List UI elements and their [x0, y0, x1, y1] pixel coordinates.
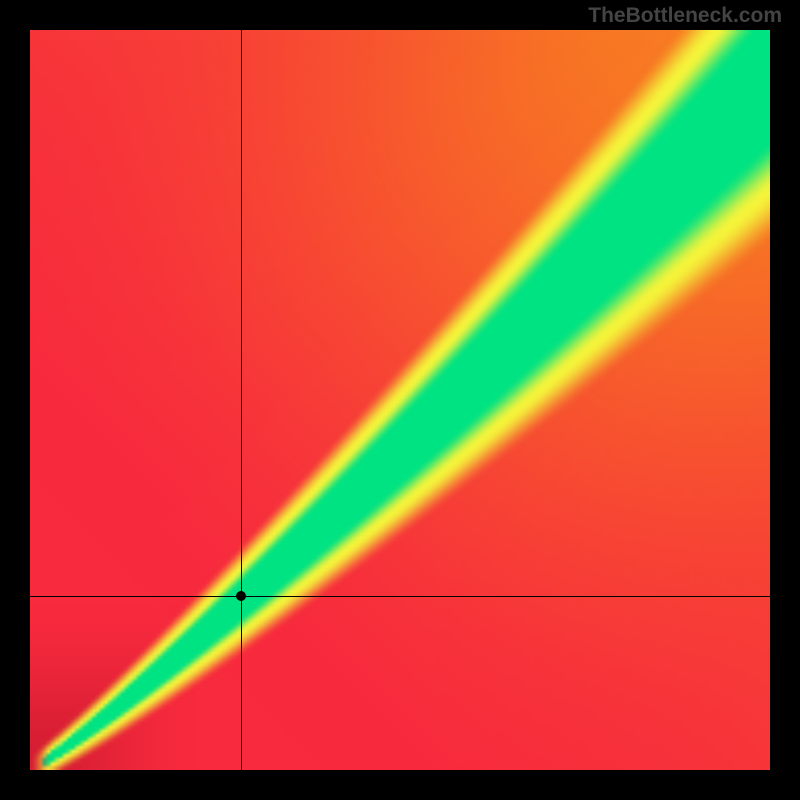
crosshair-horizontal-line — [30, 596, 770, 597]
chart-container: { "watermark": "TheBottleneck.com", "can… — [0, 0, 800, 800]
crosshair-marker — [236, 591, 246, 601]
crosshair-vertical-line — [241, 30, 242, 770]
bottleneck-heatmap — [30, 30, 770, 770]
watermark-text: TheBottleneck.com — [588, 4, 782, 28]
